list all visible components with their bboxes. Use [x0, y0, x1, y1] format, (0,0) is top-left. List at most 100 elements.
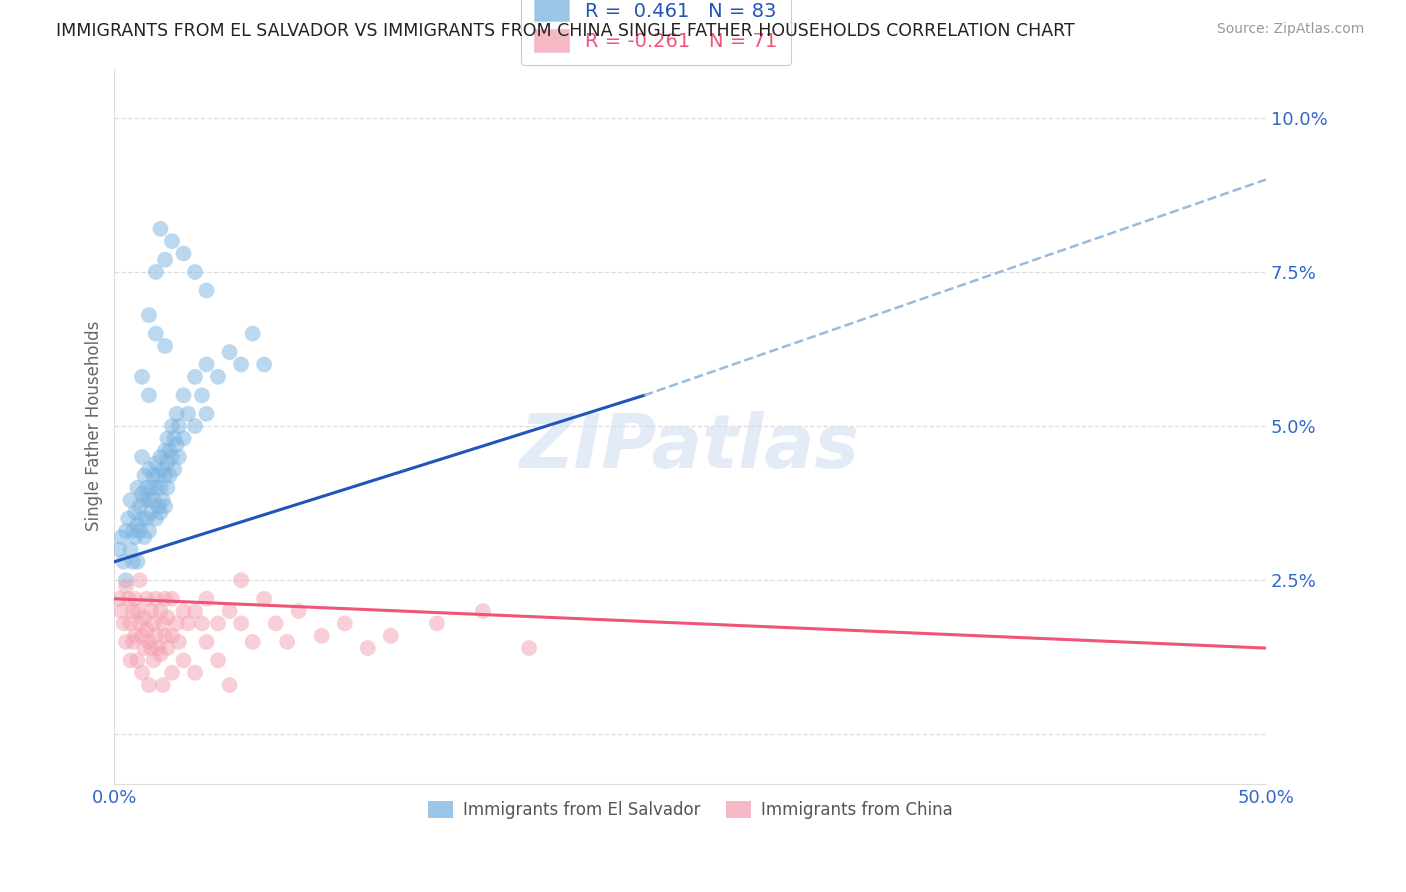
Point [207, 653, 229, 667]
Point [159, 443, 181, 458]
Point [121, 604, 143, 618]
Point [131, 369, 153, 384]
Point [138, 462, 160, 476]
Point [167, 635, 190, 649]
Point [166, 616, 188, 631]
Point [138, 493, 160, 508]
Point [145, 326, 167, 341]
Point [145, 481, 167, 495]
Point [128, 524, 150, 538]
Point [253, 358, 276, 372]
Point [167, 419, 190, 434]
Point [153, 468, 176, 483]
Point [120, 542, 142, 557]
Point [134, 530, 156, 544]
Point [195, 284, 218, 298]
Point [141, 481, 163, 495]
Point [142, 616, 165, 631]
Point [148, 468, 170, 483]
Point [229, 574, 252, 588]
Point [195, 591, 218, 606]
Point [264, 616, 287, 631]
Point [426, 616, 449, 631]
Legend: Immigrants from El Salvador, Immigrants from China: Immigrants from El Salvador, Immigrants … [422, 794, 959, 825]
Point [207, 616, 229, 631]
Point [121, 635, 143, 649]
Point [152, 678, 174, 692]
Point [218, 678, 240, 692]
Point [173, 388, 195, 402]
Point [153, 252, 176, 267]
Point [134, 493, 156, 508]
Point [153, 629, 176, 643]
Point [117, 511, 139, 525]
Point [218, 345, 240, 359]
Point [115, 579, 138, 593]
Point [159, 468, 181, 483]
Point [160, 450, 183, 464]
Point [191, 388, 214, 402]
Point [148, 500, 170, 514]
Point [191, 616, 214, 631]
Point [153, 591, 176, 606]
Point [253, 591, 276, 606]
Point [173, 432, 195, 446]
Point [195, 635, 218, 649]
Point [135, 591, 157, 606]
Point [135, 481, 157, 495]
Point [177, 616, 200, 631]
Point [471, 604, 494, 618]
Point [184, 604, 207, 618]
Point [121, 524, 143, 538]
Point [120, 616, 142, 631]
Y-axis label: Single Father Households: Single Father Households [86, 321, 103, 532]
Point [153, 443, 176, 458]
Point [229, 616, 252, 631]
Point [110, 530, 132, 544]
Point [124, 591, 146, 606]
Point [134, 468, 156, 483]
Point [141, 641, 163, 656]
Point [311, 629, 333, 643]
Point [138, 524, 160, 538]
Point [149, 647, 172, 661]
Point [276, 635, 298, 649]
Point [110, 604, 132, 618]
Point [153, 500, 176, 514]
Point [287, 604, 309, 618]
Point [195, 358, 218, 372]
Point [108, 542, 131, 557]
Point [184, 265, 207, 279]
Point [145, 265, 167, 279]
Point [142, 493, 165, 508]
Point [229, 358, 252, 372]
Point [167, 450, 190, 464]
Point [145, 511, 167, 525]
Point [141, 604, 163, 618]
Point [128, 574, 150, 588]
Point [138, 678, 160, 692]
Point [156, 456, 179, 470]
Point [152, 462, 174, 476]
Point [207, 369, 229, 384]
Point [149, 604, 172, 618]
Point [145, 456, 167, 470]
Point [135, 511, 157, 525]
Point [121, 555, 143, 569]
Point [120, 653, 142, 667]
Point [177, 407, 200, 421]
Point [115, 574, 138, 588]
Point [127, 555, 149, 569]
Point [112, 555, 135, 569]
Point [380, 629, 402, 643]
Point [156, 432, 179, 446]
Point [218, 604, 240, 618]
Point [141, 505, 163, 519]
Text: ZIPatlas: ZIPatlas [520, 411, 860, 484]
Point [242, 635, 264, 649]
Point [124, 530, 146, 544]
Point [184, 419, 207, 434]
Point [149, 481, 172, 495]
Point [138, 308, 160, 322]
Point [152, 616, 174, 631]
